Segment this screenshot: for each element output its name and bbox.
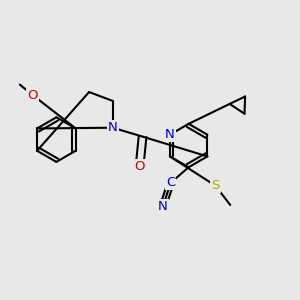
Text: N: N — [165, 128, 175, 141]
Text: N: N — [108, 121, 118, 134]
Text: S: S — [211, 179, 220, 192]
Text: O: O — [27, 88, 38, 101]
Text: C: C — [166, 176, 176, 189]
Text: O: O — [134, 160, 145, 173]
Text: N: N — [158, 200, 168, 213]
